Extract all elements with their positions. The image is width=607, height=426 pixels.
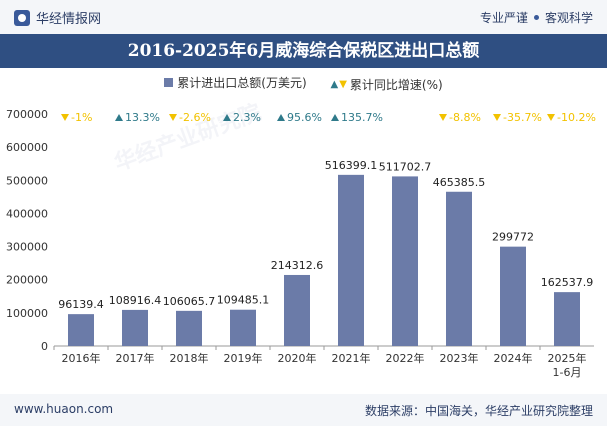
growth-down-triangle-icon xyxy=(61,114,69,121)
growth-rate-label: -10.2% xyxy=(557,111,596,124)
growth-rate-label: 13.3% xyxy=(125,111,160,124)
y-tick-label: 700000 xyxy=(6,108,48,121)
growth-rate-label: -35.7% xyxy=(503,111,542,124)
brand-logo-icon xyxy=(14,9,30,26)
footer-source: 数据来源：中国海关，华经产业研究院整理 xyxy=(364,404,593,418)
bar-value-label: 96139.4 xyxy=(58,298,104,311)
footer-site-link[interactable]: www.huaon.com xyxy=(14,402,114,416)
growth-rate-label: 95.6% xyxy=(287,111,322,124)
x-tick-sublabel: 1-6月 xyxy=(553,366,582,379)
bar-value-label: 162537.9 xyxy=(541,276,594,289)
y-tick-label: 400000 xyxy=(6,207,48,220)
footer: www.huaon.com 数据来源：中国海关，华经产业研究院整理 xyxy=(0,394,607,426)
legend-rate-label: 累计同比增速(%) xyxy=(349,78,443,92)
x-tick-label: 2018年 xyxy=(170,351,209,365)
x-tick-label: 2021年 xyxy=(332,351,371,365)
bar-value-label: 214312.6 xyxy=(271,259,324,272)
x-tick-label: 2017年 xyxy=(116,351,155,365)
growth-down-triangle-icon xyxy=(439,114,447,121)
y-tick-label: 300000 xyxy=(6,241,48,254)
growth-down-triangle-icon xyxy=(493,114,501,121)
chart-legend: 累计进出口总额(万美元) ▲ ▼ 累计同比增速(%) xyxy=(0,74,607,93)
y-tick-label: 100000 xyxy=(6,307,48,320)
bar xyxy=(68,314,94,346)
bar xyxy=(392,176,418,346)
brand-name: 华经情报网 xyxy=(36,12,102,27)
growth-up-triangle-icon xyxy=(277,114,285,121)
x-tick-label: 2016年 xyxy=(62,351,101,365)
growth-down-triangle-icon xyxy=(547,114,555,121)
bar-value-label: 465385.5 xyxy=(433,176,486,189)
chart-title: 2016-2025年6月威海综合保税区进出口总额 xyxy=(0,34,607,68)
bar-value-label: 511702.7 xyxy=(379,160,432,173)
x-tick-label: 2025年 xyxy=(548,351,587,365)
bar-value-label: 299772 xyxy=(492,231,534,244)
bar xyxy=(230,309,256,346)
growth-up-triangle-icon xyxy=(223,114,231,121)
legend-bar-item: 累计进出口总额(万美元) xyxy=(164,74,307,91)
brand[interactable]: 华经情报网 xyxy=(14,8,101,27)
bar-value-label: 106065.7 xyxy=(163,295,216,308)
bar-value-label: 109485.1 xyxy=(217,294,270,307)
y-tick-label: 600000 xyxy=(6,141,48,154)
bar-value-label: 516399.1 xyxy=(325,159,378,172)
legend-rate-item: ▲ ▼ 累计同比增速(%) xyxy=(331,76,443,93)
legend-bar-label: 累计进出口总额(万美元) xyxy=(177,76,307,90)
y-tick-label: 200000 xyxy=(6,274,48,287)
x-tick-label: 2024年 xyxy=(494,351,533,365)
slogan-left: 专业严谨 xyxy=(479,11,528,25)
growth-rate-label: -2.6% xyxy=(179,111,211,124)
growth-rate-label: 135.7% xyxy=(341,111,383,124)
growth-down-triangle-icon xyxy=(169,114,177,121)
bar xyxy=(284,274,310,346)
bar xyxy=(122,309,148,346)
x-tick-label: 2022年 xyxy=(386,351,425,365)
x-tick-label: 2020年 xyxy=(278,351,317,365)
growth-up-triangle-icon xyxy=(331,114,339,121)
bar xyxy=(500,246,526,346)
growth-rate-label: 2.3% xyxy=(233,111,261,124)
slogan-right: 客观科学 xyxy=(544,11,593,25)
top-bar: 华经情报网 专业严谨 客观科学 xyxy=(0,0,607,34)
growth-up-triangle-icon xyxy=(115,114,123,121)
bar xyxy=(446,191,472,346)
x-tick-label: 2023年 xyxy=(440,351,479,365)
y-tick-label: 500000 xyxy=(6,174,48,187)
triangle-up-icon: ▲ xyxy=(330,79,339,90)
bullet-icon xyxy=(533,15,539,20)
bar xyxy=(176,310,202,346)
growth-rate-label: -1% xyxy=(71,111,92,124)
bar-value-label: 108916.4 xyxy=(109,294,162,307)
bar xyxy=(554,292,580,346)
slogan: 专业严谨 客观科学 xyxy=(480,9,593,26)
legend-bar-swatch-icon xyxy=(164,78,174,87)
growth-rate-label: -8.8% xyxy=(449,111,481,124)
triangle-down-icon: ▼ xyxy=(339,79,347,90)
y-tick-label: 0 xyxy=(41,340,48,353)
bar xyxy=(338,174,364,346)
x-tick-label: 2019年 xyxy=(224,351,263,365)
